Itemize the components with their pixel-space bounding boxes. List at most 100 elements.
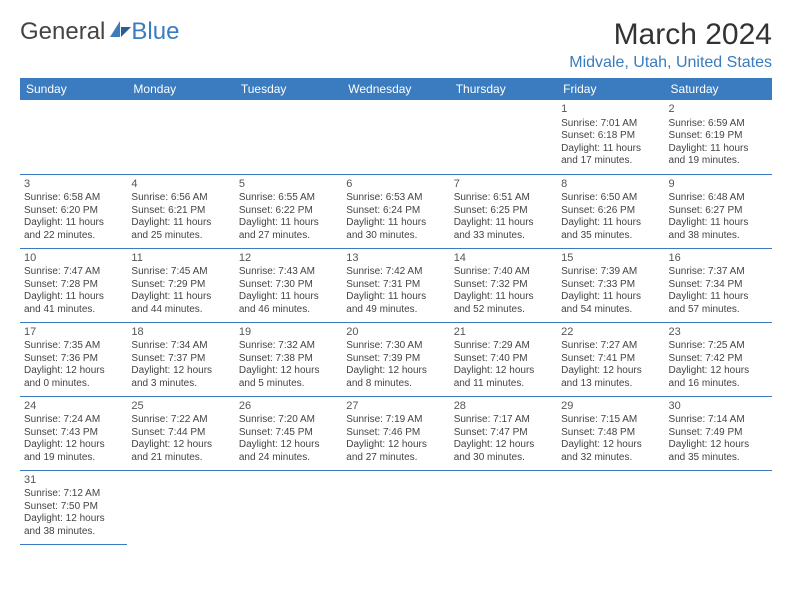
daylight-text: Daylight: 12 hours — [131, 439, 230, 452]
calendar-row: 1Sunrise: 7:01 AMSunset: 6:18 PMDaylight… — [20, 100, 772, 174]
daylight-text: Daylight: 12 hours — [561, 439, 660, 452]
calendar-cell: 14Sunrise: 7:40 AMSunset: 7:32 PMDayligh… — [450, 248, 557, 322]
sunrise-text: Sunrise: 7:37 AM — [669, 266, 768, 279]
calendar-cell: 13Sunrise: 7:42 AMSunset: 7:31 PMDayligh… — [342, 248, 449, 322]
day-number: 12 — [239, 252, 338, 266]
daylight-text: Daylight: 11 hours — [346, 217, 445, 230]
logo: General Blue — [20, 18, 179, 46]
sunrise-text: Sunrise: 7:32 AM — [239, 340, 338, 353]
day-number: 24 — [24, 400, 123, 414]
daylight-text: and 41 minutes. — [24, 304, 123, 317]
daylight-text: Daylight: 11 hours — [239, 291, 338, 304]
sunrise-text: Sunrise: 7:45 AM — [131, 266, 230, 279]
daylight-text: and 22 minutes. — [24, 230, 123, 243]
daylight-text: and 27 minutes. — [239, 230, 338, 243]
sunrise-text: Sunrise: 7:39 AM — [561, 266, 660, 279]
day-number: 11 — [131, 252, 230, 266]
sunrise-text: Sunrise: 7:47 AM — [24, 266, 123, 279]
day-number: 5 — [239, 178, 338, 192]
calendar-cell — [20, 100, 127, 174]
calendar-cell: 6Sunrise: 6:53 AMSunset: 6:24 PMDaylight… — [342, 174, 449, 248]
day-number: 10 — [24, 252, 123, 266]
sunrise-text: Sunrise: 7:20 AM — [239, 414, 338, 427]
sunset-text: Sunset: 7:32 PM — [454, 279, 553, 292]
day-number: 19 — [239, 326, 338, 340]
calendar-cell — [557, 470, 664, 544]
sunset-text: Sunset: 7:28 PM — [24, 279, 123, 292]
daylight-text: Daylight: 12 hours — [669, 439, 768, 452]
calendar-body: 1Sunrise: 7:01 AMSunset: 6:18 PMDaylight… — [20, 100, 772, 544]
sunset-text: Sunset: 6:27 PM — [669, 205, 768, 218]
day-number: 18 — [131, 326, 230, 340]
daylight-text: and 25 minutes. — [131, 230, 230, 243]
calendar-table: Sunday Monday Tuesday Wednesday Thursday… — [20, 78, 772, 545]
daylight-text: Daylight: 12 hours — [131, 365, 230, 378]
weekday-header: Saturday — [665, 78, 772, 100]
daylight-text: and 38 minutes. — [24, 526, 123, 539]
daylight-text: Daylight: 11 hours — [561, 291, 660, 304]
sunrise-text: Sunrise: 6:53 AM — [346, 192, 445, 205]
daylight-text: Daylight: 12 hours — [239, 365, 338, 378]
daylight-text: and 57 minutes. — [669, 304, 768, 317]
daylight-text: Daylight: 12 hours — [561, 365, 660, 378]
daylight-text: Daylight: 11 hours — [561, 143, 660, 156]
day-number: 28 — [454, 400, 553, 414]
day-number: 31 — [24, 474, 123, 488]
header: General Blue March 2024 Midvale, Utah, U… — [20, 18, 772, 72]
sunset-text: Sunset: 7:48 PM — [561, 427, 660, 440]
daylight-text: Daylight: 12 hours — [24, 365, 123, 378]
day-number: 14 — [454, 252, 553, 266]
calendar-cell — [342, 100, 449, 174]
day-number: 30 — [669, 400, 768, 414]
calendar-cell: 16Sunrise: 7:37 AMSunset: 7:34 PMDayligh… — [665, 248, 772, 322]
daylight-text: and 32 minutes. — [561, 452, 660, 465]
daylight-text: Daylight: 11 hours — [346, 291, 445, 304]
sunset-text: Sunset: 6:19 PM — [669, 130, 768, 143]
sunrise-text: Sunrise: 7:01 AM — [561, 118, 660, 131]
sunrise-text: Sunrise: 6:50 AM — [561, 192, 660, 205]
daylight-text: Daylight: 12 hours — [454, 439, 553, 452]
daylight-text: and 30 minutes. — [454, 452, 553, 465]
sunset-text: Sunset: 7:36 PM — [24, 353, 123, 366]
daylight-text: and 27 minutes. — [346, 452, 445, 465]
daylight-text: and 52 minutes. — [454, 304, 553, 317]
daylight-text: Daylight: 12 hours — [24, 513, 123, 526]
calendar-cell: 22Sunrise: 7:27 AMSunset: 7:41 PMDayligh… — [557, 322, 664, 396]
calendar-cell: 9Sunrise: 6:48 AMSunset: 6:27 PMDaylight… — [665, 174, 772, 248]
sunset-text: Sunset: 7:30 PM — [239, 279, 338, 292]
daylight-text: Daylight: 11 hours — [454, 217, 553, 230]
daylight-text: and 44 minutes. — [131, 304, 230, 317]
calendar-cell: 27Sunrise: 7:19 AMSunset: 7:46 PMDayligh… — [342, 396, 449, 470]
calendar-cell — [665, 470, 772, 544]
daylight-text: and 30 minutes. — [346, 230, 445, 243]
calendar-cell: 3Sunrise: 6:58 AMSunset: 6:20 PMDaylight… — [20, 174, 127, 248]
calendar-cell: 8Sunrise: 6:50 AMSunset: 6:26 PMDaylight… — [557, 174, 664, 248]
calendar-cell: 12Sunrise: 7:43 AMSunset: 7:30 PMDayligh… — [235, 248, 342, 322]
daylight-text: and 3 minutes. — [131, 378, 230, 391]
sunrise-text: Sunrise: 6:56 AM — [131, 192, 230, 205]
sunrise-text: Sunrise: 7:27 AM — [561, 340, 660, 353]
sunset-text: Sunset: 7:37 PM — [131, 353, 230, 366]
sail-icon — [107, 18, 133, 46]
daylight-text: and 17 minutes. — [561, 155, 660, 168]
sunset-text: Sunset: 7:34 PM — [669, 279, 768, 292]
calendar-cell — [127, 100, 234, 174]
daylight-text: and 38 minutes. — [669, 230, 768, 243]
weekday-header: Monday — [127, 78, 234, 100]
daylight-text: and 16 minutes. — [669, 378, 768, 391]
logo-text-blue: Blue — [131, 18, 179, 46]
weekday-header: Tuesday — [235, 78, 342, 100]
sunset-text: Sunset: 6:20 PM — [24, 205, 123, 218]
daylight-text: Daylight: 12 hours — [346, 365, 445, 378]
daylight-text: Daylight: 11 hours — [669, 217, 768, 230]
calendar-cell: 30Sunrise: 7:14 AMSunset: 7:49 PMDayligh… — [665, 396, 772, 470]
sunrise-text: Sunrise: 6:59 AM — [669, 118, 768, 131]
sunrise-text: Sunrise: 7:35 AM — [24, 340, 123, 353]
sunset-text: Sunset: 7:44 PM — [131, 427, 230, 440]
sunset-text: Sunset: 7:38 PM — [239, 353, 338, 366]
daylight-text: Daylight: 11 hours — [131, 217, 230, 230]
calendar-cell: 18Sunrise: 7:34 AMSunset: 7:37 PMDayligh… — [127, 322, 234, 396]
calendar-cell — [342, 470, 449, 544]
sunrise-text: Sunrise: 7:29 AM — [454, 340, 553, 353]
sunset-text: Sunset: 7:29 PM — [131, 279, 230, 292]
